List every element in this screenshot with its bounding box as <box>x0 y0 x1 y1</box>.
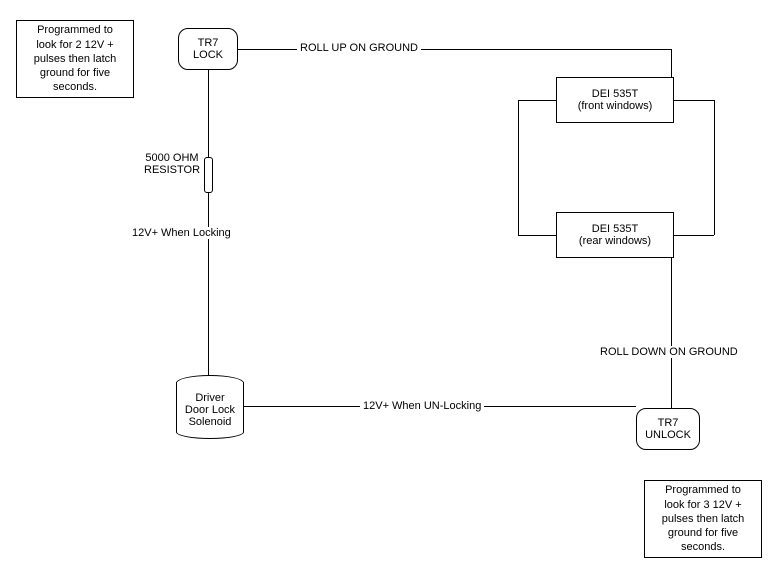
dei-front-node: DEI 535T (front windows) <box>556 77 674 123</box>
solenoid-label: Driver Door Lock Solenoid <box>185 392 235 428</box>
note-programmed-lock: Programmed to look for 2 12V + pulses th… <box>16 20 134 98</box>
tr7-unlock-node: TR7 UNLOCK <box>636 408 700 450</box>
wire-resistor-to-solenoid <box>208 193 209 376</box>
wire-rollup-down <box>671 49 672 77</box>
tr7-lock-label: TR7 LOCK <box>193 37 223 61</box>
tr7-unlock-label: TR7 UNLOCK <box>645 417 691 441</box>
wire-rolldown-v <box>671 258 672 408</box>
wire-dei-left-v <box>518 100 519 235</box>
wire-dei-right-h2 <box>674 235 714 236</box>
wire-dei-left-h1 <box>518 100 556 101</box>
wire-lock-to-resistor <box>208 70 209 157</box>
label-roll-down: ROLL DOWN ON GROUND <box>597 346 741 358</box>
tr7-lock-node: TR7 LOCK <box>178 28 238 70</box>
note-programmed-unlock: Programmed to look for 3 12V + pulses th… <box>644 480 762 558</box>
wire-dei-left-h2 <box>518 235 556 236</box>
label-unlocking: 12V+ When UN-Locking <box>360 400 484 412</box>
note-lock-text: Programmed to look for 2 12V + pulses th… <box>34 23 117 94</box>
dei-rear-node: DEI 535T (rear windows) <box>556 212 674 258</box>
label-roll-up: ROLL UP ON GROUND <box>297 42 421 54</box>
wire-dei-right-v <box>714 100 715 235</box>
dei-rear-label: DEI 535T (rear windows) <box>579 223 651 247</box>
label-locking: 12V+ When Locking <box>130 227 233 239</box>
wire-dei-right-h1 <box>674 100 714 101</box>
solenoid-node: Driver Door Lock Solenoid <box>176 375 244 439</box>
note-unlock-text: Programmed to look for 3 12V + pulses th… <box>662 483 745 554</box>
resistor-node <box>204 157 213 193</box>
resistor-label: 5000 OHM RESISTOR <box>144 152 200 176</box>
dei-front-label: DEI 535T (front windows) <box>578 88 653 112</box>
